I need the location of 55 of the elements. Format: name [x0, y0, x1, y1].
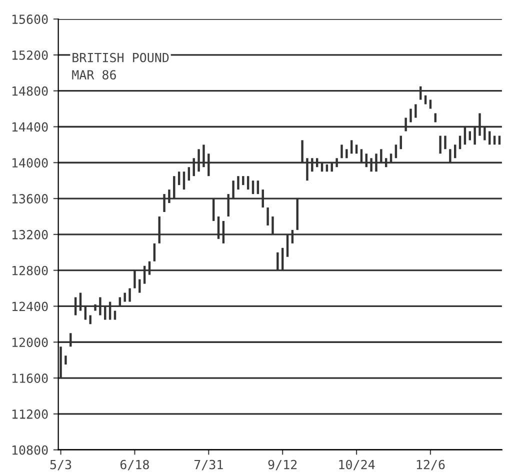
bar: [242, 176, 244, 186]
bar: [182, 172, 186, 190]
x-tick-label: 7/31: [194, 460, 223, 470]
bar: [256, 180, 260, 194]
bar: [429, 100, 432, 109]
bar: [252, 180, 254, 194]
y-tick-label: 10800: [12, 445, 48, 455]
y-tick-label: 11200: [12, 409, 48, 419]
y-tick-label: 14000: [12, 158, 48, 168]
bar: [355, 144, 358, 154]
bar: [468, 131, 471, 140]
bar: [410, 108, 412, 122]
bar: [458, 136, 462, 150]
bar: [454, 144, 456, 158]
bar: [340, 144, 343, 158]
bar: [64, 356, 67, 365]
y-tick-label: 14800: [12, 86, 48, 96]
x-tick-label: 10/24: [339, 460, 375, 470]
y-tick-label: 12400: [12, 302, 48, 312]
bar: [128, 288, 131, 302]
y-tick-label: 15600: [12, 14, 48, 24]
bar: [439, 136, 442, 154]
bar: [188, 167, 190, 181]
y-tick-label: 12000: [12, 338, 48, 348]
x-tick-label: 5/3: [50, 460, 72, 470]
y-tick-label: 13200: [12, 230, 48, 240]
bar: [246, 176, 250, 190]
y-tick-label: 14400: [12, 122, 48, 132]
y-tick-label: 11600: [12, 374, 48, 383]
bar: [350, 140, 353, 154]
text: BRITISH POUND: [72, 52, 169, 62]
bar: [153, 243, 156, 262]
x-tick-label: 6/18: [120, 460, 149, 470]
bar: [424, 95, 427, 104]
bar: [266, 208, 269, 226]
bar: [89, 315, 92, 324]
bar: [346, 149, 348, 158]
y-tick-label: 13600: [12, 194, 48, 204]
bar: [488, 131, 491, 145]
bar: [178, 172, 180, 186]
y-tick-label: 15200: [12, 50, 48, 60]
bar: [414, 104, 417, 118]
y-tick-label: 12800: [12, 266, 48, 276]
bar: [394, 144, 398, 158]
bar: [444, 136, 446, 150]
x-tick-label: 9/12: [268, 460, 297, 470]
bar: [114, 310, 116, 320]
bar: [498, 136, 501, 145]
bar: [124, 292, 126, 302]
bar: [237, 176, 240, 190]
bar: [493, 136, 496, 145]
x-tick-label: 12/6: [416, 460, 445, 470]
bar: [400, 136, 402, 150]
text: MAR 86: [72, 70, 116, 80]
bar: [138, 279, 141, 293]
